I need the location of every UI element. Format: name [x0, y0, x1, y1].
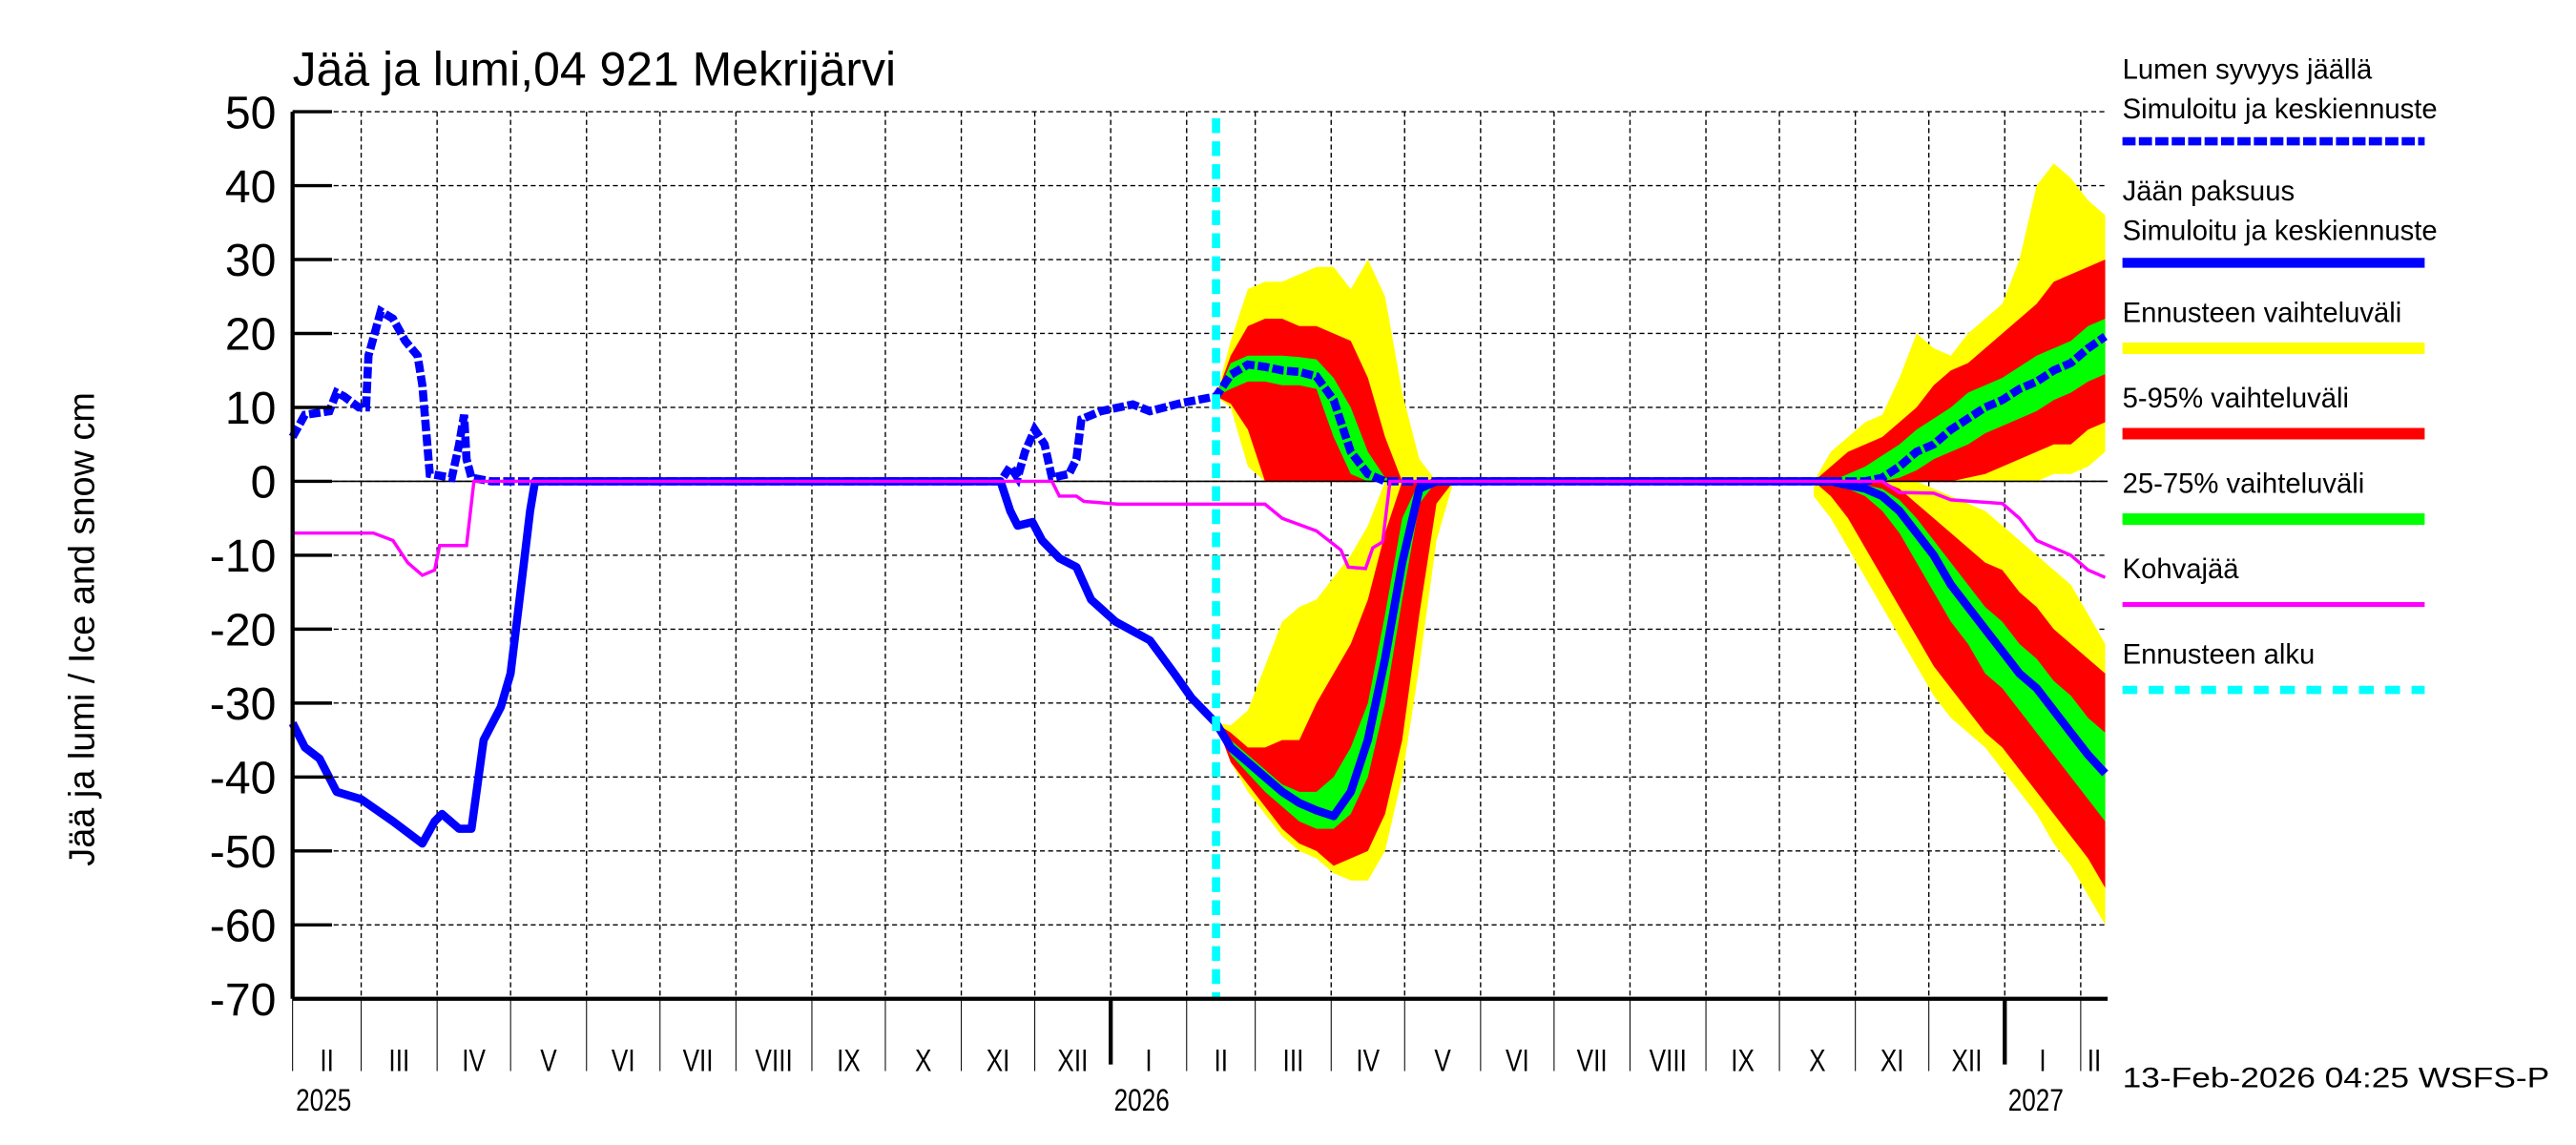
month-label: II	[1214, 1044, 1228, 1078]
y-tick-label: -10	[210, 531, 277, 582]
month-label: III	[388, 1044, 409, 1078]
timestamp: 13-Feb-2026 04:25 WSFS-P	[2123, 1064, 2550, 1094]
kohva-ice-line	[292, 479, 2107, 579]
month-label: IX	[837, 1044, 861, 1078]
month-label: III	[1283, 1044, 1304, 1078]
month-label: X	[915, 1044, 932, 1078]
y-axis-label: Jää ja lumi / Ice and snow cm	[62, 392, 102, 866]
forecast-bands	[1215, 163, 2106, 926]
legend-label: 5-95% vaihteluväli	[2123, 384, 2349, 414]
month-label: VII	[1577, 1044, 1608, 1078]
month-label: VIII	[1650, 1044, 1687, 1078]
legend-sublabel: Simuloitu ja keskiennuste	[2123, 216, 2438, 246]
month-label: IV	[462, 1044, 486, 1078]
y-tick-label: -30	[210, 678, 277, 730]
y-tick-label: -50	[210, 826, 277, 878]
ice-range-band	[1814, 481, 2106, 926]
legend-label: Ennusteen vaihteluväli	[2123, 298, 2402, 328]
legend-label: Jään paksuus	[2123, 177, 2296, 207]
legend-label: 25-75% vaihteluväli	[2123, 468, 2365, 499]
ice-5-95-band	[1814, 481, 2106, 888]
year-label: 2026	[1114, 1083, 1170, 1117]
y-tick-label: 0	[251, 457, 277, 509]
month-label: I	[1145, 1044, 1152, 1078]
month-label: VII	[683, 1044, 714, 1078]
ice-thickness-line	[288, 477, 2109, 848]
month-label: II	[320, 1044, 334, 1078]
snow-depth-line	[288, 304, 2108, 488]
month-label: V	[540, 1044, 557, 1078]
legend: Lumen syvyys jäällä Simuloitu ja keskienn…	[2122, 55, 2438, 695]
y-tick-label: -20	[210, 605, 277, 656]
month-label: IX	[1731, 1044, 1755, 1078]
month-label: XI	[987, 1044, 1010, 1078]
grid	[292, 111, 2109, 1000]
snow-25-75-band	[1215, 355, 1454, 482]
legend-label: Lumen syvyys jäällä	[2123, 55, 2373, 86]
month-label: VI	[612, 1044, 635, 1078]
series-lines	[288, 117, 2109, 999]
y-tick-label: 30	[225, 235, 277, 286]
y-tick-label: 50	[225, 87, 277, 138]
month-label: X	[1809, 1044, 1826, 1078]
chart-title: Jää ja lumi,04 921 Mekrijärvi	[293, 43, 896, 96]
y-tick-label: 10	[225, 383, 277, 434]
month-label: XII	[1057, 1044, 1088, 1078]
y-tick-label: 20	[225, 309, 277, 361]
year-label: 2025	[296, 1083, 351, 1117]
y-tick-label: -70	[210, 974, 277, 1026]
month-label: VI	[1506, 1044, 1529, 1078]
month-label: I	[2039, 1044, 2046, 1078]
legend-label: Ennusteen alku	[2123, 640, 2316, 671]
legend-sublabel: Simuloitu ja keskiennuste	[2123, 94, 2438, 125]
snow-5-95-band	[1814, 260, 2106, 482]
y-tick-label: -60	[210, 901, 277, 952]
y-tick-label: 40	[225, 161, 277, 213]
month-label: II	[2088, 1044, 2102, 1078]
legend-label: Kohvajää	[2123, 554, 2240, 585]
snow-25-75-band	[1814, 319, 2106, 482]
y-tick-label: -40	[210, 753, 277, 804]
month-label: IV	[1356, 1044, 1380, 1078]
month-label: VIII	[756, 1044, 793, 1078]
month-label: V	[1434, 1044, 1451, 1078]
month-label: XII	[1951, 1044, 1982, 1078]
year-label: 2027	[2008, 1083, 2064, 1117]
ice-25-75-band	[1215, 481, 1454, 829]
month-label: XI	[1880, 1044, 1904, 1078]
